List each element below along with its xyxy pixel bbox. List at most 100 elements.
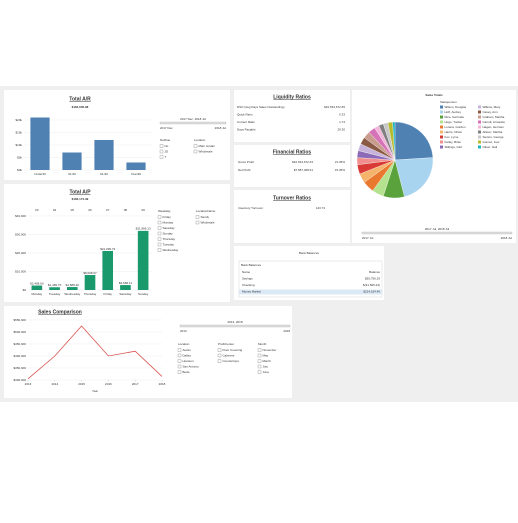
filter-option: June xyxy=(263,370,270,374)
y-tick-label: $400,000 xyxy=(13,354,26,358)
legend-swatch xyxy=(478,115,481,119)
checkbox[interactable] xyxy=(217,353,222,358)
cell-label: DSO (Avg Days Sales Outstanding) xyxy=(237,105,284,109)
checkbox[interactable] xyxy=(159,144,164,148)
legend-label: Stillings, Carl xyxy=(445,145,463,149)
legend-swatch xyxy=(478,140,481,144)
checkbox[interactable] xyxy=(177,364,182,369)
checkbox[interactable] xyxy=(177,348,182,352)
legend-swatch xyxy=(478,145,481,149)
x-tick-label: 2016 xyxy=(105,382,112,386)
legend-label: Hoff, Audrey xyxy=(445,110,462,114)
column-header: 06 xyxy=(88,208,92,212)
filter-option: Thursday xyxy=(163,237,176,241)
checkbox[interactable] xyxy=(193,144,198,148)
table-caption: Bank Balances xyxy=(241,263,262,267)
filter-title: Location xyxy=(194,138,206,142)
filter-option: March xyxy=(263,359,272,363)
checkbox[interactable] xyxy=(157,215,162,219)
checkbox[interactable] xyxy=(159,149,164,154)
column-header: 05 xyxy=(71,208,75,212)
slider-start: 2017 Dec xyxy=(160,126,173,130)
slider-track[interactable] xyxy=(179,324,291,328)
bar xyxy=(62,152,82,170)
x-tick-label: 2018 xyxy=(159,382,166,386)
filter-title: ProfitCenter xyxy=(218,342,234,346)
legend-label: Sexton, George xyxy=(483,135,504,139)
legend-label: Wilson, Douglas xyxy=(445,105,467,109)
y-tick-label: $20k xyxy=(15,118,22,122)
legend-swatch xyxy=(478,110,481,114)
y-tick-label: $500,000 xyxy=(13,330,26,334)
cell-label: Money Market xyxy=(242,289,261,293)
checkbox[interactable] xyxy=(257,364,262,369)
cell-value: $7,587,468.51 xyxy=(294,168,314,172)
filter-option: Friday xyxy=(163,215,172,219)
filter-title: NotDue xyxy=(160,138,171,142)
checkbox[interactable] xyxy=(257,353,262,358)
legend-label: Rice, Gertrude xyxy=(445,115,465,119)
checkbox[interactable] xyxy=(177,359,182,363)
column-header: Name xyxy=(242,270,250,274)
cell-value: $55,756.29 xyxy=(365,276,380,280)
checkbox[interactable] xyxy=(257,370,262,374)
slider-end: 2018 xyxy=(283,329,290,333)
panel xyxy=(4,306,292,398)
legend-label: Kelley, Brian xyxy=(445,140,462,144)
y-tick-label: $5k xyxy=(17,155,22,159)
checkbox[interactable] xyxy=(157,220,162,225)
legend-swatch xyxy=(478,105,481,109)
cell-value: 21.35% xyxy=(335,160,346,164)
filter-option: No xyxy=(165,144,169,148)
checkbox[interactable] xyxy=(257,348,262,352)
checkbox[interactable] xyxy=(177,353,182,358)
x-tick-label: 31-60 xyxy=(68,172,76,176)
bar xyxy=(120,285,131,290)
total: $184,630.98 xyxy=(72,105,89,109)
checkbox[interactable] xyxy=(157,226,162,230)
title: Sales Totals xyxy=(425,93,443,97)
checkbox[interactable] xyxy=(195,215,200,219)
filter-option: Sandy xyxy=(201,215,210,219)
bar xyxy=(102,250,114,290)
legend-title: Salesperson xyxy=(440,100,457,104)
x-tick-label: Thursday xyxy=(84,292,97,296)
x-tick-label: Sunday xyxy=(138,292,149,296)
panel xyxy=(234,145,350,187)
slider-track[interactable] xyxy=(159,121,227,125)
y-tick-label: $450,000 xyxy=(13,342,26,346)
checkbox[interactable] xyxy=(193,149,198,154)
legend-label: Hagen, Herman xyxy=(483,125,505,129)
filter-option: May xyxy=(263,353,269,357)
bar xyxy=(31,285,43,290)
title: Turnover Ratios xyxy=(273,195,311,201)
slider-start: 2013 xyxy=(180,329,187,333)
checkbox[interactable] xyxy=(157,237,162,241)
checkbox[interactable] xyxy=(177,370,182,374)
checkbox[interactable] xyxy=(257,359,262,363)
cell-label: Inventory Turnover xyxy=(238,206,263,210)
cell-value: 123.73 xyxy=(316,206,326,210)
slider-track[interactable] xyxy=(361,231,513,235)
y-tick-label: $0 xyxy=(23,288,27,292)
cell-label: Savings xyxy=(242,276,253,280)
data-label: $1,588.40 xyxy=(66,283,80,287)
checkbox[interactable] xyxy=(217,359,222,363)
data-label: $1,489.70 xyxy=(48,283,62,287)
y-tick-label: $550,000 xyxy=(13,318,26,322)
checkbox[interactable] xyxy=(157,242,162,247)
checkbox[interactable] xyxy=(195,220,200,225)
slider-caption: 2017 Jul, 2018 Jul xyxy=(425,227,450,231)
legend-label: Fox, Lyme xyxy=(445,135,459,139)
checkbox[interactable] xyxy=(157,231,162,236)
legend-swatch xyxy=(478,135,481,139)
checkbox[interactable] xyxy=(159,155,164,159)
filter-option: Saturday xyxy=(163,226,176,230)
x-tick-label: 2014 xyxy=(51,382,58,386)
checkbox[interactable] xyxy=(217,348,222,352)
checkbox[interactable] xyxy=(157,248,162,252)
row-highlight xyxy=(239,289,382,295)
y-tick-label: $30,000 xyxy=(15,232,26,236)
legend-swatch xyxy=(440,135,443,139)
bar xyxy=(66,287,78,290)
